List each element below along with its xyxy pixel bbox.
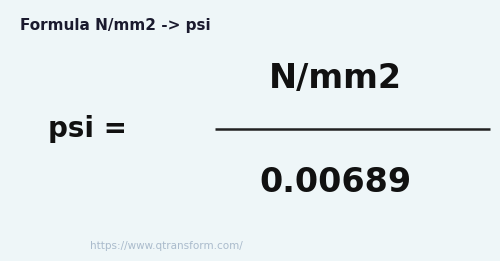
Text: https://www.qtransform.com/: https://www.qtransform.com/ <box>90 241 243 251</box>
Text: Formula N/mm2 -> psi: Formula N/mm2 -> psi <box>20 18 210 33</box>
Text: N/mm2: N/mm2 <box>268 62 402 95</box>
Text: psi =: psi = <box>48 115 127 143</box>
Text: 0.00689: 0.00689 <box>259 166 411 199</box>
